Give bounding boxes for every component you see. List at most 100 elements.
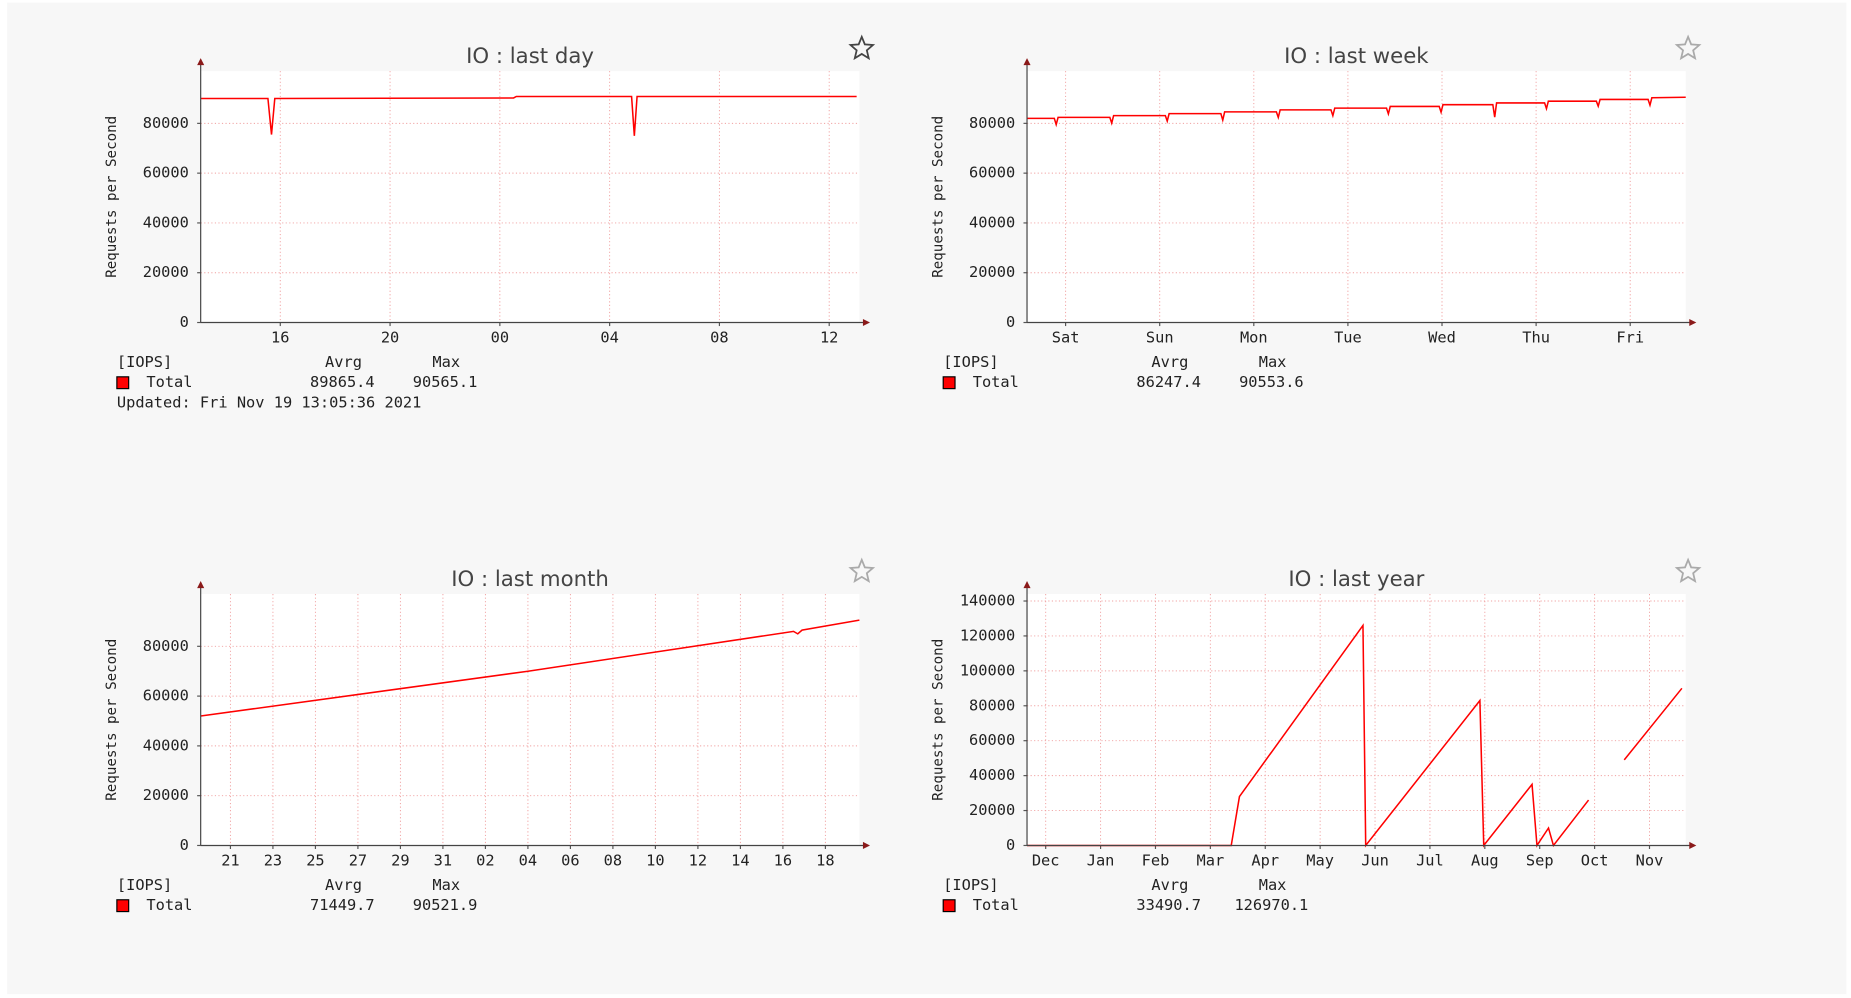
x-tick-label: Jan bbox=[1087, 851, 1115, 869]
plot-area bbox=[1027, 71, 1686, 323]
axis-arrow bbox=[862, 318, 871, 327]
stat-label: Avrg bbox=[325, 876, 362, 894]
y-tick-label: 100000 bbox=[960, 661, 1015, 679]
axis-arrow bbox=[1689, 318, 1697, 327]
y-axis-label: Requests per Second bbox=[104, 116, 120, 278]
stat-label: Max bbox=[432, 876, 460, 894]
x-tick-label: 27 bbox=[349, 851, 367, 869]
y-tick-label: 60000 bbox=[969, 731, 1015, 749]
legend-swatch bbox=[942, 899, 956, 913]
x-tick-label: 06 bbox=[561, 851, 579, 869]
stat-value: 126970.1 bbox=[1234, 896, 1308, 914]
stat-label: Avrg bbox=[1151, 353, 1188, 371]
x-tick-label: Sep bbox=[1526, 851, 1554, 869]
stat-value: 90565.1 bbox=[413, 373, 478, 391]
stat-label: Max bbox=[1259, 876, 1287, 894]
x-tick-label: 04 bbox=[519, 851, 537, 869]
y-axis-label: Requests per Second bbox=[104, 639, 120, 801]
x-tick-label: 12 bbox=[689, 851, 707, 869]
axis-arrow bbox=[197, 58, 205, 66]
y-tick-label: 80000 bbox=[969, 114, 1015, 132]
legend-name: Total bbox=[973, 896, 1019, 914]
y-axis-label: Requests per Second bbox=[930, 639, 946, 801]
y-axis-label: Requests per Second bbox=[930, 116, 946, 278]
x-tick-label: Tue bbox=[1334, 328, 1362, 346]
series-line bbox=[200, 619, 860, 717]
series-line bbox=[200, 95, 857, 136]
plot-area bbox=[1027, 594, 1686, 846]
y-tick-label: 20000 bbox=[969, 801, 1015, 819]
chart-title: IO : last year bbox=[1288, 567, 1424, 592]
x-tick-label: 31 bbox=[434, 851, 452, 869]
y-tick-label: 40000 bbox=[969, 213, 1015, 231]
series-line bbox=[1027, 96, 1686, 128]
x-tick-label: 02 bbox=[476, 851, 494, 869]
legend-name: Total bbox=[146, 896, 192, 914]
chart-title: IO : last day bbox=[466, 44, 594, 69]
x-tick-label: Apr bbox=[1251, 851, 1279, 869]
y-tick-label: 140000 bbox=[960, 592, 1015, 610]
x-tick-label: Aug bbox=[1471, 851, 1499, 869]
legend-name: Total bbox=[973, 373, 1019, 391]
series-line bbox=[1027, 623, 1683, 848]
x-tick-label: Sat bbox=[1052, 328, 1080, 346]
stat-value: 86247.4 bbox=[1136, 373, 1201, 391]
favorite-star[interactable] bbox=[848, 34, 876, 61]
favorite-star[interactable] bbox=[1674, 557, 1702, 584]
legend-header: [IOPS] bbox=[117, 876, 172, 894]
legend-header: [IOPS] bbox=[943, 353, 998, 371]
x-tick-label: 10 bbox=[646, 851, 664, 869]
stat-value: 90553.6 bbox=[1239, 373, 1304, 391]
y-tick-label: 80000 bbox=[969, 696, 1015, 714]
x-tick-label: Oct bbox=[1581, 851, 1609, 869]
axis-arrow bbox=[862, 841, 871, 850]
y-tick-label: 0 bbox=[180, 836, 189, 854]
axis-arrow bbox=[1023, 581, 1031, 589]
y-tick-label: 60000 bbox=[969, 164, 1015, 182]
axis-arrow bbox=[197, 581, 205, 589]
y-tick-label: 0 bbox=[1006, 313, 1015, 331]
x-tick-label: Wed bbox=[1428, 328, 1456, 346]
axis-arrow bbox=[1023, 58, 1031, 66]
y-tick-label: 40000 bbox=[143, 736, 189, 754]
x-tick-label: 00 bbox=[491, 328, 509, 346]
y-tick-label: 60000 bbox=[143, 687, 189, 705]
y-tick-label: 40000 bbox=[143, 213, 189, 231]
y-tick-label: 20000 bbox=[143, 263, 189, 281]
y-tick-label: 20000 bbox=[143, 786, 189, 804]
updated-time: Updated: Fri Nov 19 13:05:36 2021 bbox=[117, 393, 422, 411]
favorite-star[interactable] bbox=[1674, 34, 1702, 61]
y-tick-label: 20000 bbox=[969, 263, 1015, 281]
stat-value: 71449.7 bbox=[310, 896, 375, 914]
x-tick-label: 21 bbox=[221, 851, 239, 869]
legend-header: [IOPS] bbox=[943, 876, 998, 894]
y-tick-label: 120000 bbox=[960, 626, 1015, 644]
stat-value: 33490.7 bbox=[1136, 896, 1201, 914]
y-tick-label: 80000 bbox=[143, 637, 189, 655]
x-tick-label: Fri bbox=[1616, 328, 1644, 346]
x-tick-label: 16 bbox=[271, 328, 289, 346]
x-tick-label: 29 bbox=[391, 851, 409, 869]
stat-label: Max bbox=[432, 353, 460, 371]
x-tick-label: Mon bbox=[1240, 328, 1268, 346]
x-tick-label: 12 bbox=[820, 328, 838, 346]
x-tick-label: 08 bbox=[604, 851, 622, 869]
y-tick-label: 60000 bbox=[143, 164, 189, 182]
favorite-star[interactable] bbox=[848, 557, 876, 584]
stat-label: Avrg bbox=[325, 353, 362, 371]
legend-swatch bbox=[116, 376, 130, 390]
x-tick-label: 20 bbox=[381, 328, 399, 346]
legend-header: [IOPS] bbox=[117, 353, 172, 371]
y-tick-label: 40000 bbox=[969, 766, 1015, 784]
x-tick-label: Nov bbox=[1636, 851, 1664, 869]
stat-value: 89865.4 bbox=[310, 373, 375, 391]
chart-title: IO : last month bbox=[451, 567, 609, 592]
stat-label: Max bbox=[1259, 353, 1287, 371]
x-tick-label: 18 bbox=[816, 851, 834, 869]
x-tick-label: Jun bbox=[1361, 851, 1389, 869]
y-tick-label: 0 bbox=[1006, 836, 1015, 854]
x-tick-label: 14 bbox=[731, 851, 749, 869]
x-tick-label: Thu bbox=[1522, 328, 1550, 346]
x-tick-label: 04 bbox=[600, 328, 618, 346]
